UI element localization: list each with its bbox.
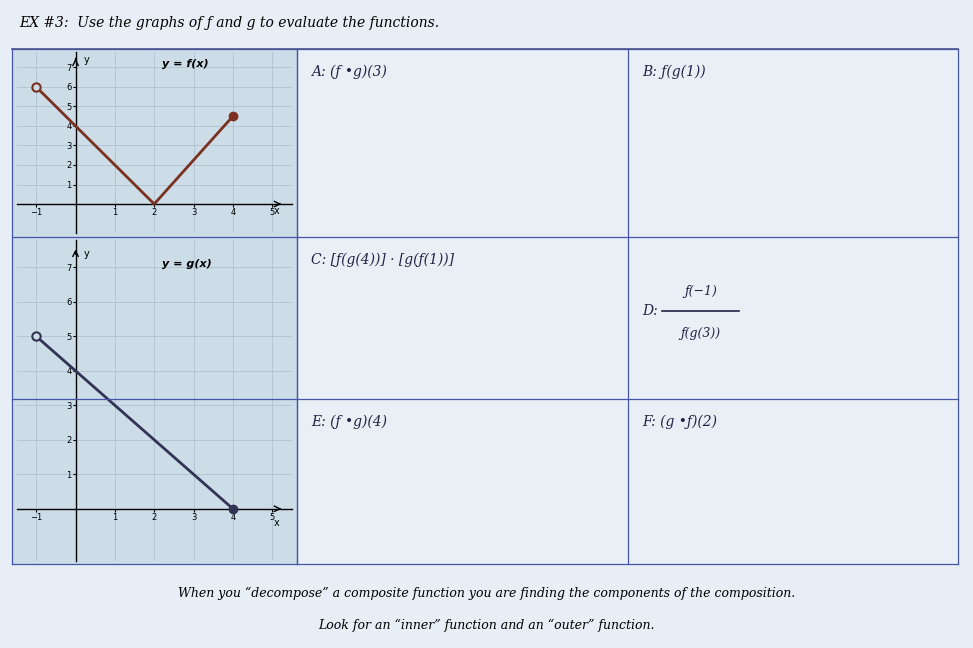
Text: Look for an “inner” function and an “outer” function.: Look for an “inner” function and an “out…	[318, 619, 655, 632]
Text: E: (ƒ •g)(4): E: (ƒ •g)(4)	[311, 415, 387, 429]
Text: D:: D:	[642, 304, 658, 318]
Text: x: x	[273, 206, 279, 216]
Text: y: y	[84, 54, 90, 65]
Text: C: [ƒ(g(4))] · [g(ƒ(1))]: C: [ƒ(g(4))] · [g(ƒ(1))]	[311, 253, 454, 267]
Text: ƒ(g(3)): ƒ(g(3))	[680, 327, 721, 340]
Text: A: (ƒ •g)(3): A: (ƒ •g)(3)	[311, 65, 387, 79]
Text: B: ƒ(g(1)): B: ƒ(g(1))	[642, 65, 705, 79]
Text: y = g(x): y = g(x)	[162, 259, 212, 270]
Text: x: x	[273, 518, 279, 528]
Text: y: y	[84, 249, 90, 259]
Text: F: (g •ƒ)(2): F: (g •ƒ)(2)	[642, 415, 717, 429]
Text: EX #3:  Use the graphs of ƒ and g to evaluate the functions.: EX #3: Use the graphs of ƒ and g to eval…	[19, 16, 440, 30]
Text: y = f(x): y = f(x)	[162, 60, 209, 69]
Text: ƒ(−1): ƒ(−1)	[684, 285, 717, 298]
Text: When you “decompose” a composite function you are finding the components of the : When you “decompose” a composite functio…	[178, 586, 795, 599]
